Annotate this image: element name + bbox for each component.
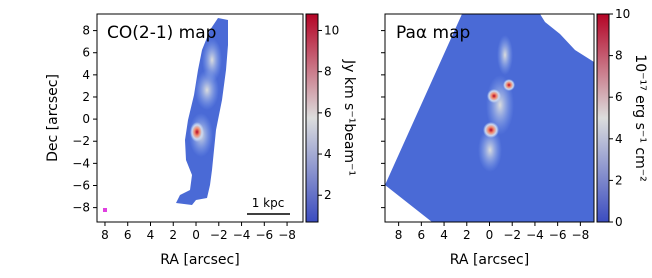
colorbar-tick-label: 2 [615, 173, 623, 187]
x-tick-label: 6 [418, 228, 426, 242]
x-tick-label: 0 [486, 228, 494, 242]
panel-title: Paα map [396, 23, 470, 43]
colorbar-tick-label: 10 [324, 23, 339, 37]
y-tick-label: 8 [82, 24, 90, 38]
colorbar-tick-label: 10 [615, 7, 630, 21]
x-tick-label: 8 [101, 228, 109, 242]
colorbar-label: Jy km s⁻¹beam⁻¹ [341, 59, 357, 176]
x-tick-label: 0 [192, 228, 200, 242]
y-tick-label: 6 [82, 46, 90, 60]
y-tick-label: −2 [72, 134, 90, 148]
y-tick-label: −6 [72, 178, 90, 192]
x-tick-label: −2 [503, 228, 521, 242]
colorbar-tick-label: 4 [324, 147, 332, 161]
x-tick-label: 2 [463, 228, 471, 242]
y-tick-label: −4 [72, 156, 90, 170]
x-tick-label: −2 [210, 228, 228, 242]
x-tick-label: −4 [526, 228, 544, 242]
x-tick-label: −8 [572, 228, 590, 242]
x-tick-label: 6 [124, 228, 132, 242]
colorbar-tick-label: 8 [615, 49, 623, 63]
colorbar-tick-label: 6 [615, 90, 623, 104]
y-tick-label: −8 [72, 201, 90, 215]
axes-frame [96, 13, 304, 223]
colorbar [596, 13, 610, 223]
x-tick-label: 8 [395, 228, 403, 242]
y-tick-label: 2 [82, 90, 90, 104]
x-tick-label: 4 [440, 228, 448, 242]
x-tick-label: −4 [233, 228, 251, 242]
colorbar-tick-label: 0 [615, 215, 623, 229]
colorbar-tick-label: 6 [324, 106, 332, 120]
y-tick-label: 0 [82, 112, 90, 126]
scale-bar-label: 1 kpc [252, 196, 285, 210]
y-tick-label: 4 [82, 68, 90, 82]
x-tick-label: −6 [255, 228, 273, 242]
x-tick-label: −6 [549, 228, 567, 242]
panel-title: CO(2-1) map [107, 23, 216, 43]
x-tick-label: 4 [147, 228, 155, 242]
colorbar [305, 13, 319, 223]
colorbar-label: 10⁻¹⁷ erg s⁻¹ cm⁻² [632, 54, 648, 181]
pa-map-image [385, 14, 594, 222]
colorbar-tick-label: 2 [324, 188, 332, 202]
colorbar-tick-label: 4 [615, 132, 623, 146]
co-map-image [103, 18, 290, 215]
x-axis-label: RA [arcsec] [450, 252, 529, 268]
x-tick-label: 2 [169, 228, 177, 242]
x-axis-label: RA [arcsec] [160, 252, 239, 268]
y-axis-label: Dec [arcsec] [45, 74, 61, 162]
x-tick-label: −8 [278, 228, 296, 242]
colorbar-tick-label: 8 [324, 65, 332, 79]
